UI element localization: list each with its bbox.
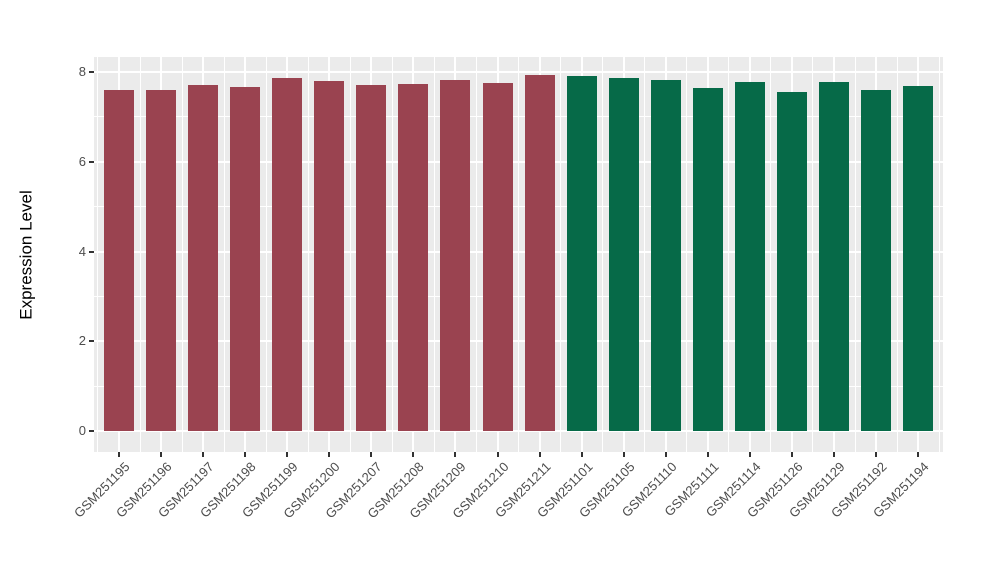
y-tick-mark <box>89 71 94 73</box>
bar-GSM251209 <box>440 79 471 431</box>
y-tick-label: 4 <box>78 243 86 259</box>
x-tick-mark <box>160 452 163 457</box>
bar-GSM251208 <box>398 84 429 431</box>
x-tick-mark <box>748 452 751 457</box>
bar-GSM251111 <box>692 88 723 431</box>
gridline-minor-vertical <box>307 57 309 452</box>
bar-GSM251197 <box>188 85 219 431</box>
x-tick-mark <box>833 452 836 457</box>
gridline-minor-vertical <box>349 57 351 452</box>
gridline-minor-vertical <box>139 57 141 452</box>
x-tick-mark <box>664 452 667 457</box>
x-tick-mark <box>875 452 878 457</box>
x-tick-mark <box>118 452 120 457</box>
y-tick-label: 6 <box>78 153 86 169</box>
x-tick-mark <box>790 452 793 457</box>
x-tick-mark <box>370 452 373 457</box>
x-tick-mark <box>706 452 709 457</box>
gridline-minor-vertical <box>265 57 267 452</box>
y-tick-mark <box>89 340 94 343</box>
x-tick-mark <box>244 452 247 457</box>
bar-GSM251101 <box>566 76 597 431</box>
gridline-minor-vertical <box>854 57 856 452</box>
gridline-minor-vertical <box>728 57 730 452</box>
bar-GSM251196 <box>146 89 177 431</box>
bar-GSM251126 <box>776 92 807 431</box>
x-tick-mark <box>622 452 625 457</box>
bar-GSM251105 <box>608 77 639 431</box>
bar-GSM251198 <box>230 86 261 431</box>
y-tick-mark <box>89 430 94 432</box>
x-tick-mark <box>496 452 499 457</box>
gridline-minor-vertical <box>433 57 435 452</box>
bar-GSM251195 <box>104 89 134 431</box>
x-tick-mark <box>328 452 331 457</box>
gridline-minor-vertical <box>770 57 772 452</box>
bar-GSM251210 <box>482 82 513 431</box>
gridline-minor-vertical <box>476 57 477 452</box>
x-tick-mark <box>538 452 541 457</box>
x-tick-mark <box>454 452 457 457</box>
y-axis-title: Expression Level <box>10 57 44 452</box>
y-tick-label: 8 <box>78 64 86 79</box>
gridline-minor-vertical <box>391 57 393 452</box>
gridline-minor-vertical <box>812 57 814 452</box>
x-tick-mark <box>580 452 583 457</box>
bar-GSM251207 <box>356 84 387 431</box>
y-axis-title-text: Expression Level <box>17 189 36 320</box>
x-tick-mark <box>917 452 920 457</box>
bar-GSM251194 <box>903 85 934 431</box>
y-tick-label: 0 <box>78 423 86 438</box>
gridline-minor-vertical <box>181 57 183 452</box>
gridline-minor-vertical <box>97 57 99 452</box>
bar-GSM251211 <box>524 75 555 431</box>
x-tick-mark <box>412 452 415 457</box>
gridline-minor-vertical <box>560 57 562 452</box>
bar-GSM251200 <box>314 81 345 431</box>
gridline-minor-vertical <box>686 57 688 452</box>
x-tick-mark <box>286 452 289 457</box>
gridline-minor-vertical <box>896 57 898 452</box>
x-tick-mark <box>202 452 205 457</box>
bar-GSM251199 <box>272 77 303 431</box>
gridline-minor-vertical <box>938 57 940 452</box>
bar-GSM251114 <box>734 81 765 431</box>
gridline-minor-vertical <box>644 57 646 452</box>
gridline-minor-vertical <box>223 57 225 452</box>
y-tick-label: 2 <box>78 333 86 349</box>
bar-GSM251192 <box>861 89 892 431</box>
y-tick-mark <box>89 160 94 163</box>
bar-GSM251129 <box>819 81 850 431</box>
gridline-minor-vertical <box>518 57 520 452</box>
y-tick-mark <box>89 250 94 253</box>
gridline-minor-vertical <box>602 57 604 452</box>
bar-GSM251110 <box>650 80 681 431</box>
chart-panel <box>94 57 943 452</box>
